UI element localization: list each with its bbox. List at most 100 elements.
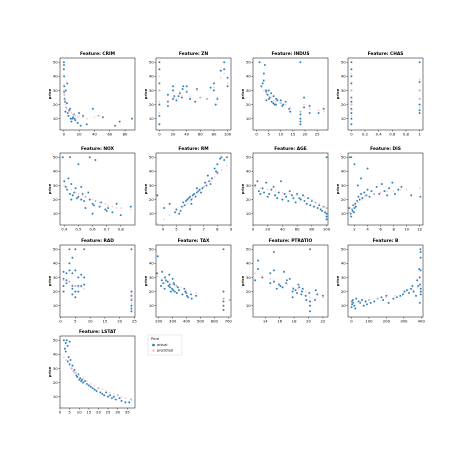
data-point-predicted xyxy=(279,102,282,105)
data-point-actual xyxy=(370,189,373,193)
data-point-actual xyxy=(325,156,328,159)
data-point-predicted xyxy=(206,97,209,100)
data-point-actual xyxy=(419,195,422,198)
data-point-predicted xyxy=(116,394,119,397)
data-point-predicted xyxy=(254,272,257,275)
plot-frame xyxy=(347,57,424,131)
data-point-actual xyxy=(177,94,180,98)
data-point-predicted xyxy=(222,297,225,300)
data-point-actual xyxy=(163,287,166,290)
data-point-predicted xyxy=(366,194,369,197)
data-point-actual xyxy=(74,187,77,190)
data-point-actual xyxy=(419,248,422,251)
data-point-actual xyxy=(64,350,67,353)
y-axis-label: price xyxy=(143,275,148,286)
data-point-predicted xyxy=(70,367,73,370)
data-point-actual xyxy=(269,272,272,275)
data-point-actual xyxy=(291,296,294,299)
data-point-predicted xyxy=(130,293,133,296)
y-tick-label: 40 xyxy=(246,74,251,79)
data-point-actual xyxy=(259,192,262,196)
data-point-actual xyxy=(62,284,65,288)
data-point-predicted xyxy=(63,89,66,92)
data-point-predicted xyxy=(411,289,414,292)
series-predicted xyxy=(62,356,133,401)
x-tick-label: 0.5 xyxy=(75,227,82,232)
data-point-actual xyxy=(160,270,164,273)
data-point-actual xyxy=(83,248,86,251)
data-point-actual xyxy=(68,262,71,265)
y-tick-label: 40 xyxy=(149,169,154,174)
data-point-actual xyxy=(409,287,413,290)
data-point-actual xyxy=(366,167,369,170)
data-point-actual xyxy=(375,185,378,189)
data-point-predicted xyxy=(124,397,127,400)
data-point-actual xyxy=(279,180,283,183)
data-point-predicted xyxy=(278,282,281,285)
data-point-predicted xyxy=(219,76,222,79)
data-point-actual xyxy=(80,378,84,381)
data-point-actual xyxy=(65,339,68,342)
subplot-title: Feature: PTRATIO xyxy=(269,238,313,244)
data-point-actual xyxy=(309,204,312,207)
data-point-actual xyxy=(287,199,290,203)
x-tick-label: 0 xyxy=(59,410,62,415)
legend-title: Price xyxy=(151,337,159,341)
data-point-predicted xyxy=(270,96,273,99)
data-point-actual xyxy=(64,341,67,345)
y-axis-label: price xyxy=(335,88,340,99)
data-point-predicted xyxy=(195,292,198,294)
y-tick-label: 10 xyxy=(53,211,58,216)
data-point-predicted xyxy=(63,93,66,96)
data-point-actual xyxy=(302,96,306,99)
data-point-actual xyxy=(279,284,282,288)
data-point-predicted xyxy=(216,96,219,99)
data-point-actual xyxy=(410,194,413,197)
data-point-actual xyxy=(288,189,291,193)
data-point-actual xyxy=(62,75,66,78)
data-point-actual xyxy=(181,87,184,91)
y-tick-label: 40 xyxy=(149,261,154,266)
series-predicted xyxy=(260,86,325,113)
data-point-actual xyxy=(95,389,98,393)
data-point-actual xyxy=(73,368,76,372)
data-point-actual xyxy=(130,248,133,251)
data-point-predicted xyxy=(418,187,421,190)
data-point-predicted xyxy=(62,356,65,359)
data-point-actual xyxy=(272,185,275,189)
subplot-chas: Feature: CHAS price 0 0.2 0.4 0.6 0.8 1 10 20 30 40… xyxy=(335,51,424,137)
x-tick-label: 10 xyxy=(278,132,283,137)
x-tick-label: 10 xyxy=(88,319,93,324)
x-tick-label: 100 xyxy=(224,132,232,137)
data-point-actual xyxy=(183,287,186,290)
x-tick-label: 200 xyxy=(383,319,391,324)
data-point-predicted xyxy=(111,205,114,208)
data-point-predicted xyxy=(285,283,288,286)
data-point-actual xyxy=(168,273,171,276)
subplot-ptratio: Feature: PTRATIO price 14 16 18 20 22 10 20 30 40 5… xyxy=(240,238,329,324)
x-tick-label: 25 xyxy=(315,132,320,137)
data-point-actual xyxy=(68,156,72,159)
y-tick-label: 20 xyxy=(341,289,346,294)
data-point-predicted xyxy=(260,86,263,89)
data-point-actual xyxy=(284,100,287,103)
data-point-actual xyxy=(67,114,70,118)
data-point-actual xyxy=(222,308,225,312)
data-point-actual xyxy=(171,85,175,88)
data-point-actual xyxy=(114,398,117,401)
data-point-predicted xyxy=(77,286,80,289)
data-point-actual xyxy=(175,291,178,295)
data-point-actual xyxy=(186,198,189,201)
data-point-predicted xyxy=(63,96,66,99)
data-point-actual xyxy=(418,301,421,305)
data-point-actual xyxy=(130,290,133,293)
data-point-actual xyxy=(270,100,273,103)
y-axis-label: price xyxy=(335,275,340,286)
data-point-predicted xyxy=(223,72,226,75)
data-point-actual xyxy=(222,300,225,303)
y-tick-label: 10 xyxy=(53,303,58,308)
data-point-actual xyxy=(63,347,66,350)
x-tick-label: 2 xyxy=(353,227,356,232)
plot-frame xyxy=(252,244,329,318)
